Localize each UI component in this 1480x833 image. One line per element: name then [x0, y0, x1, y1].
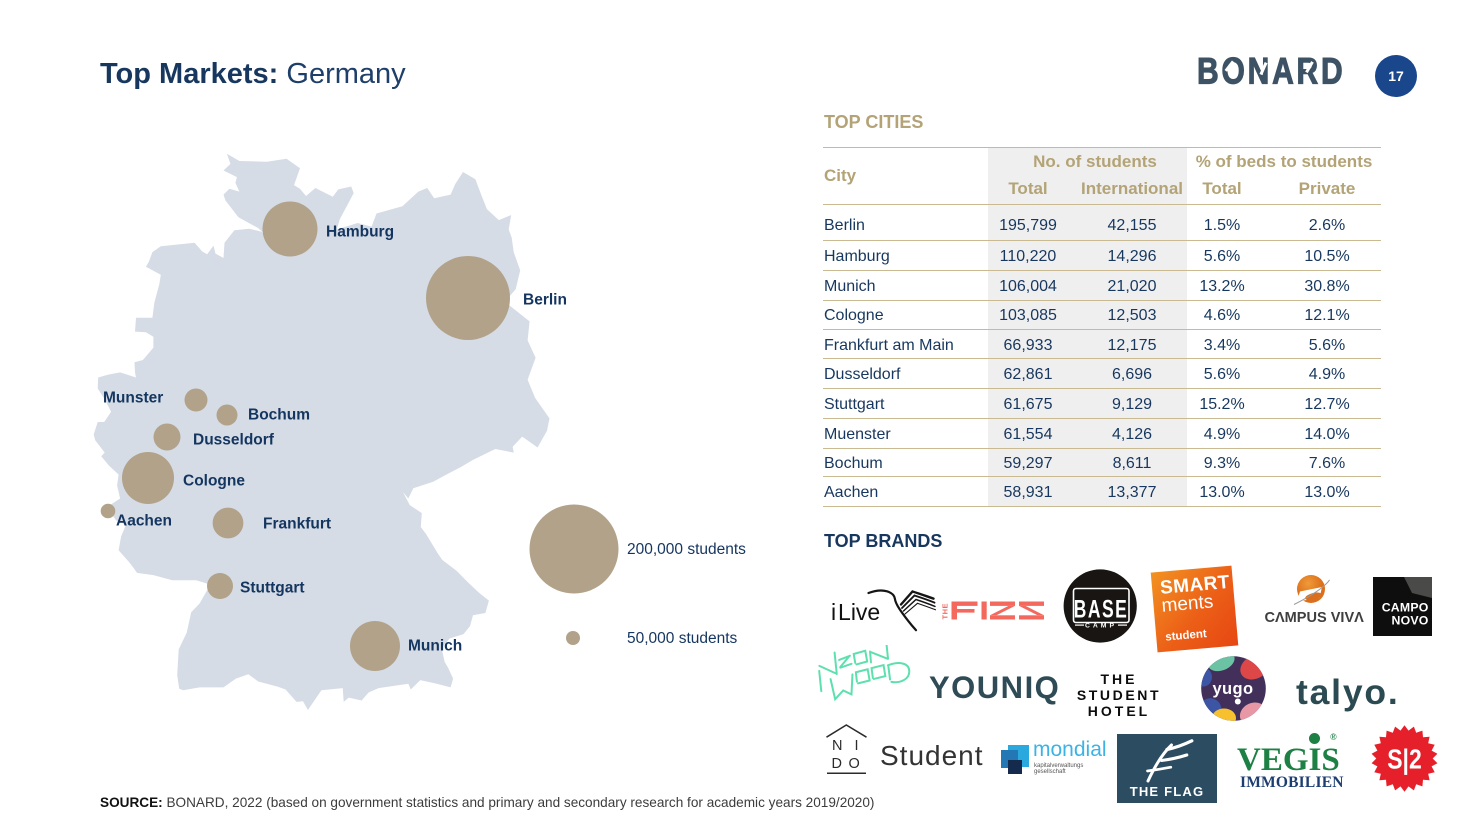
svg-text:CAMP: CAMP [1085, 623, 1117, 630]
svg-text:200,000 students: 200,000 students [627, 541, 746, 558]
svg-text:yugo: yugo [1212, 680, 1253, 698]
svg-text:Hamburg: Hamburg [326, 224, 394, 241]
svg-text:CAMPO: CAMPO [1382, 601, 1429, 615]
svg-text:Frankfurt: Frankfurt [263, 516, 331, 533]
svg-text:Munich: Munich [408, 638, 462, 655]
svg-text:Aachen: Aachen [116, 513, 172, 530]
svg-text:N: N [832, 738, 842, 754]
svg-text:Munster: Munster [103, 390, 163, 407]
svg-text:THE FLAG: THE FLAG [1130, 784, 1205, 799]
svg-text:Bochum: Bochum [248, 407, 310, 424]
svg-text:S|2: S|2 [1387, 744, 1421, 775]
svg-text:50,000 students: 50,000 students [627, 630, 738, 647]
svg-text:Berlin: Berlin [523, 292, 567, 309]
svg-text:Dusseldorf: Dusseldorf [193, 432, 275, 449]
svg-text:THE: THE [941, 603, 950, 620]
svg-text:Cologne: Cologne [183, 473, 245, 490]
svg-text:BASE: BASE [1074, 596, 1129, 624]
svg-text:NOVO: NOVO [1391, 614, 1428, 628]
svg-text:D: D [832, 756, 842, 772]
svg-text:Stuttgart: Stuttgart [240, 580, 305, 597]
svg-text:O: O [849, 756, 860, 772]
svg-text:I: I [855, 738, 859, 754]
